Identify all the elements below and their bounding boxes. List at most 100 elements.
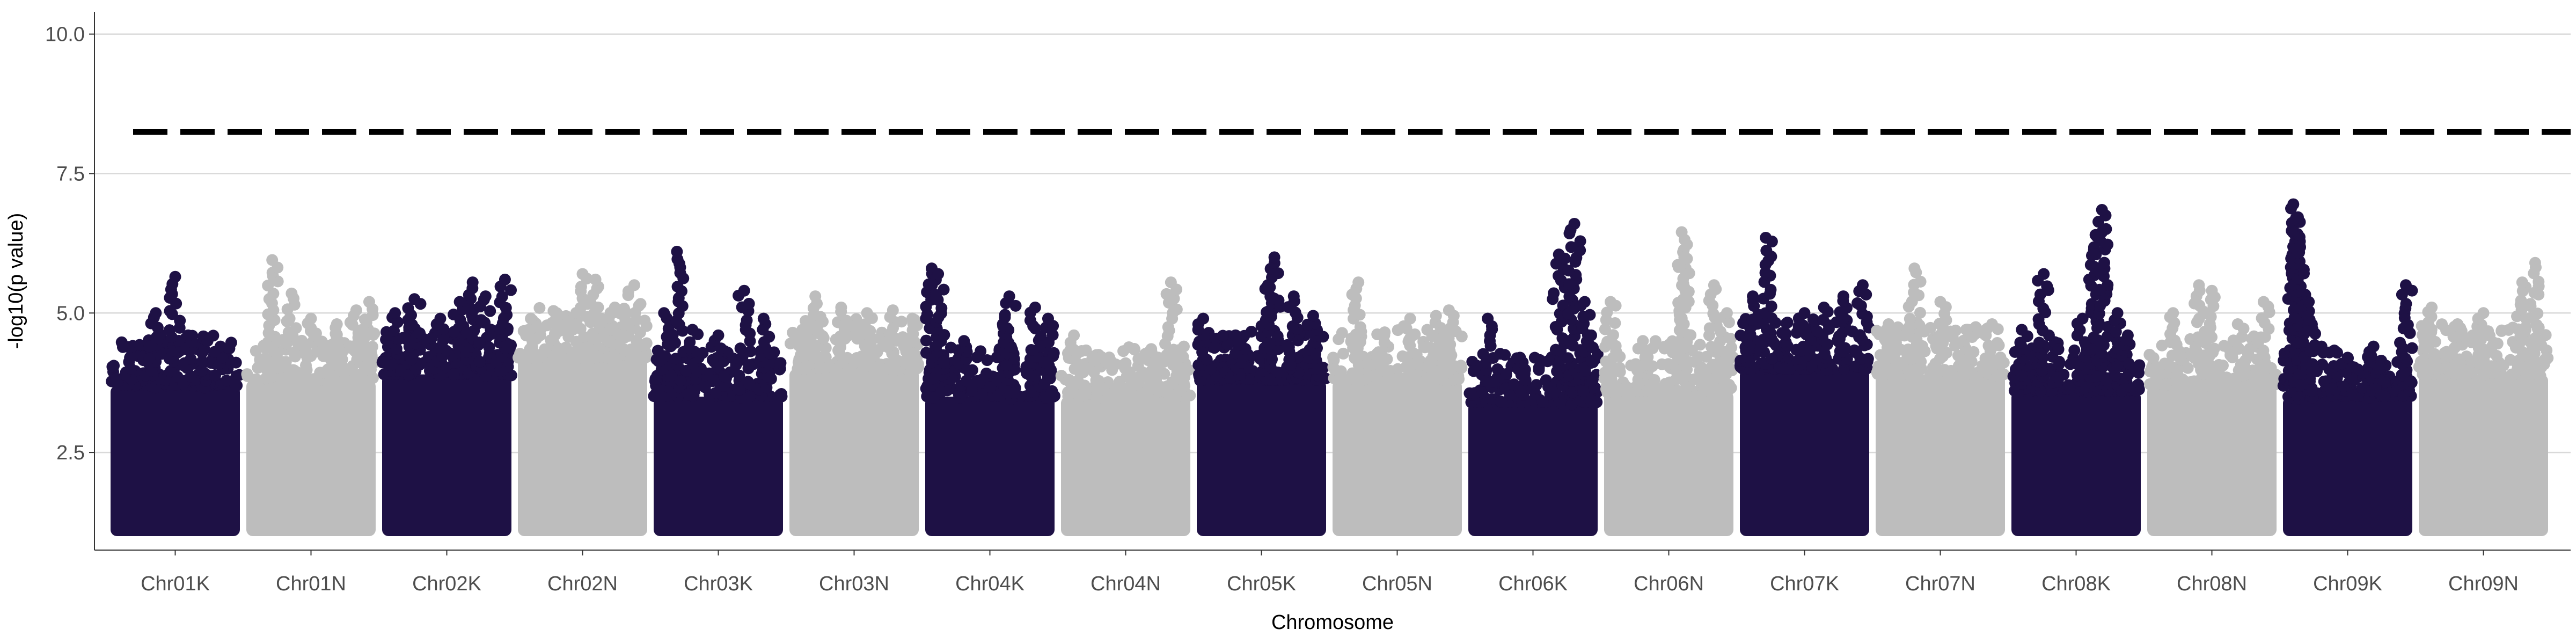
data-point: [185, 353, 197, 365]
data-point-peak: [609, 301, 621, 313]
point-cloud-body: [789, 369, 919, 537]
data-point-peak: [1094, 352, 1106, 364]
data-point: [311, 346, 323, 358]
data-point: [473, 336, 486, 349]
data-point: [2091, 370, 2103, 383]
data-point-peak: [214, 340, 226, 353]
data-point-peak: [2121, 329, 2134, 341]
x-tick-label: Chr09K: [2313, 573, 2382, 595]
data-point: [1008, 387, 1020, 399]
data-point: [1765, 300, 1777, 312]
data-point: [2491, 349, 2503, 362]
data-point: [998, 336, 1010, 348]
data-point-peak: [1514, 352, 1526, 364]
data-point: [325, 353, 337, 365]
data-point: [1562, 265, 1575, 277]
data-point-peak: [2287, 198, 2300, 210]
data-point: [1527, 394, 1539, 406]
chromosome-points-Chr05K: [1192, 251, 1332, 537]
data-point: [2090, 248, 2102, 261]
data-point: [2100, 223, 2112, 235]
data-point: [1437, 370, 1450, 382]
data-point: [1025, 344, 1037, 356]
data-point-peak: [1837, 290, 1849, 303]
data-point-peak: [124, 352, 136, 364]
data-point-peak: [738, 284, 750, 297]
data-point: [1541, 355, 1554, 368]
data-point: [1091, 387, 1103, 399]
data-point-peak: [2290, 212, 2302, 224]
data-point: [2255, 331, 2267, 343]
data-point: [2052, 343, 2065, 355]
x-axis-title: Chromosome: [1271, 611, 1394, 634]
data-point: [2379, 391, 2391, 403]
data-point-peak: [1197, 312, 1210, 325]
data-point: [667, 328, 679, 341]
data-point-peak: [712, 329, 724, 341]
data-point: [1879, 333, 1891, 346]
data-point-peak: [2516, 276, 2528, 289]
data-point: [505, 284, 517, 296]
y-tick-label: 2.5: [56, 442, 85, 464]
data-point: [1009, 299, 1022, 312]
data-point: [622, 346, 634, 358]
data-point: [900, 345, 912, 357]
data-point: [1136, 366, 1148, 378]
data-point: [1455, 362, 1468, 374]
data-point: [581, 352, 593, 364]
data-point-peak: [2399, 279, 2412, 291]
data-point: [841, 352, 853, 364]
data-point: [2454, 353, 2466, 365]
data-point: [1811, 325, 1824, 338]
data-point: [414, 327, 426, 339]
data-point: [2098, 257, 2110, 269]
point-cloud-body: [654, 397, 783, 537]
data-point: [473, 355, 486, 368]
data-point: [622, 330, 634, 342]
y-axis-title: -log10(p value): [5, 213, 27, 349]
data-point: [1599, 323, 1611, 335]
data-point: [1918, 325, 1930, 338]
data-point: [231, 379, 243, 392]
data-point: [634, 298, 647, 310]
data-point-peak: [658, 307, 670, 319]
data-point: [1508, 378, 1520, 391]
data-point: [2303, 313, 2316, 326]
data-point: [1765, 283, 1777, 296]
data-point-peak: [835, 301, 847, 313]
data-point: [1208, 342, 1220, 354]
data-point: [1066, 386, 1078, 399]
data-point: [1486, 376, 1498, 388]
data-point-peak: [1708, 279, 1720, 291]
x-tick-label: Chr07K: [1770, 573, 1839, 595]
data-point: [1941, 347, 1953, 359]
data-point: [2534, 370, 2546, 382]
x-tick-label: Chr05K: [1227, 573, 1296, 595]
data-point-peak: [887, 304, 899, 317]
data-point: [1173, 367, 1185, 379]
data-point: [2235, 358, 2247, 370]
data-point-peak: [2257, 296, 2270, 308]
chromosome-points-Chr06N: [1598, 226, 1739, 537]
data-point: [390, 342, 402, 355]
data-point: [143, 352, 156, 364]
data-point: [2528, 347, 2541, 360]
data-point-peak: [2529, 257, 2541, 269]
data-point-peak: [1721, 307, 1733, 319]
data-point: [1093, 375, 1105, 387]
data-point: [1533, 362, 1545, 374]
data-point: [1850, 347, 1863, 359]
point-cloud-body: [1468, 402, 1598, 537]
data-point-peak: [466, 276, 479, 289]
data-point: [1889, 367, 1901, 379]
data-point: [1871, 325, 1883, 338]
data-point: [1117, 345, 1130, 357]
data-point-peak: [389, 307, 401, 319]
data-point: [830, 363, 842, 376]
data-point: [116, 341, 129, 353]
data-point: [1673, 387, 1685, 399]
data-point-peak: [150, 307, 162, 319]
data-point: [2475, 334, 2487, 346]
data-point: [526, 342, 538, 354]
